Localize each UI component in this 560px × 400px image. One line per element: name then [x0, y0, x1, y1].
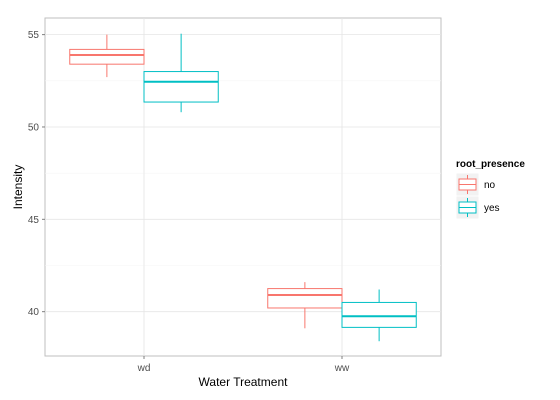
grid-lines [45, 18, 441, 356]
x-tick-label: ww [334, 363, 350, 374]
y-tick-label: 40 [28, 307, 40, 318]
legend-label: yes [484, 203, 500, 214]
y-tick-label: 45 [28, 215, 40, 226]
box-no-wd [69, 34, 145, 78]
legend-key-yes: yes [455, 195, 500, 220]
boxes [69, 33, 417, 342]
box-body [267, 288, 343, 309]
x-tick-label: wd [137, 363, 151, 374]
box-body [341, 301, 417, 328]
box-no-ww [267, 282, 343, 329]
legend-key-no: no [455, 172, 496, 197]
y-tick-label: 55 [28, 30, 40, 41]
box-yes-ww [341, 289, 417, 342]
plot-panel [44, 17, 442, 357]
legend: root_presence no yes [455, 159, 525, 220]
box-body [143, 71, 219, 103]
legend-label: no [484, 180, 496, 191]
x-axis-title: Water Treatment [199, 375, 289, 389]
box-body [69, 48, 145, 65]
x-axis-ticks: wd ww [137, 356, 350, 374]
legend-title: root_presence [456, 159, 525, 170]
y-tick-label: 50 [28, 122, 40, 133]
box-yes-wd [143, 33, 219, 113]
y-axis-ticks: 40 45 50 55 [28, 30, 45, 318]
y-axis-title: Intensity [11, 165, 25, 210]
